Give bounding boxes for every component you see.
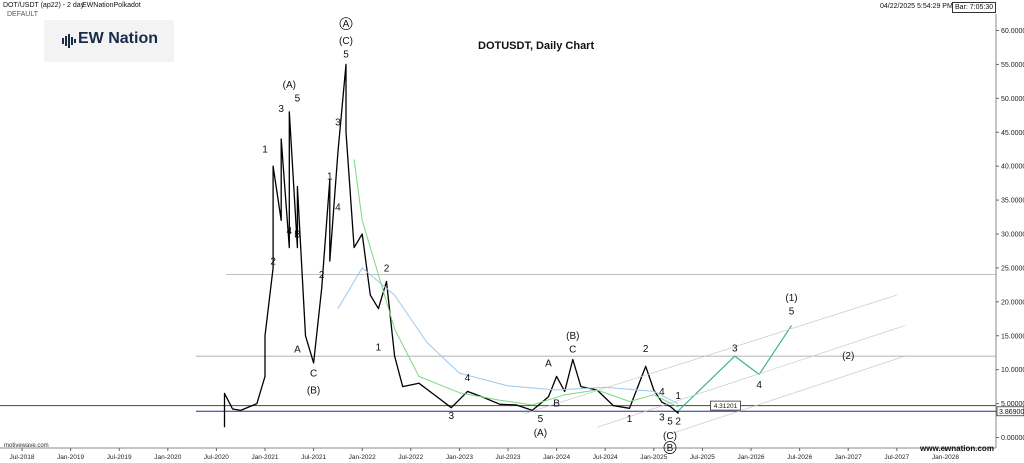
bar-timer: Bar: 7:05:30 [952,2,997,13]
wave-label: 2 [319,270,325,281]
wave-label: 5 [343,50,349,61]
wave-label: 4 [335,202,341,213]
wave-logo-icon [62,34,76,48]
wave-label: A [343,19,350,30]
logo-text: EW Nation [78,30,158,47]
wave-label: (2) [842,351,854,362]
y-tick-label: 45.00000 [1001,130,1024,137]
x-tick-label: Jan-2021 [251,454,278,461]
footer-website: www.ewnation.com [920,444,994,453]
wave-label: 4 [287,226,293,237]
wave-label: 5 [789,307,795,318]
chart-title: DOTUSDT, Daily Chart [478,40,595,52]
x-tick-label: Jul-2021 [301,454,326,461]
y-tick-label: 30.00000 [1001,232,1024,239]
wave-label: 1 [627,414,633,425]
wave-label: 1 [376,343,382,354]
current-price-box [996,406,1024,417]
y-tick-label: 20.00000 [1001,299,1024,306]
current-price-label: 3.86900 [999,409,1024,416]
x-tick-label: Jul-2024 [593,454,618,461]
ma_green-series-line [353,159,679,408]
wave-label: C [569,345,576,356]
y-tick-label: 35.00000 [1001,198,1024,205]
y-tick-label: 40.00000 [1001,164,1024,171]
y-tick-label: 50.00000 [1001,96,1024,103]
x-tick-label: Jan-2024 [543,454,570,461]
wave-label: B [553,398,560,409]
wave-label: 2 [643,344,649,355]
x-tick-label: Jan-2028 [932,454,959,461]
y-tick-label: 55.00000 [1001,62,1024,69]
level-value-label: 4.31201 [714,403,738,410]
wave-label: 5 [295,94,301,105]
wave-label: A [294,345,301,356]
wave-label: (1) [785,293,797,304]
y-tick-label: 10.00000 [1001,367,1024,374]
level-value-box [710,400,741,411]
x-tick-label: Jul-2022 [398,454,423,461]
wave-label: B [294,229,301,240]
ma_blue-series-line [337,267,679,405]
wave-label: B [667,443,674,454]
datetime-label: 04/22/2025 5:54:29 PM [880,3,953,10]
wave-circle-marker [663,441,677,454]
y-tick-label: 25.00000 [1001,265,1024,272]
x-tick-label: Jul-2027 [884,454,909,461]
x-tick-label: Jul-2018 [10,454,35,461]
footer-source: motivewave.com [4,443,49,449]
wave-label: 2 [384,263,390,274]
channel-series-line [669,355,906,435]
wave-label: 4 [465,373,471,384]
channel-series-line [596,325,906,428]
x-tick-label: Jul-2019 [107,454,132,461]
wave-label: 2 [675,417,681,428]
wave-label: 3 [659,413,665,424]
wave-label: 1 [675,391,681,402]
wave-label: 2 [270,257,276,268]
projection-series-line [677,325,792,412]
x-tick-label: Jan-2019 [57,454,84,461]
x-tick-label: Jan-2025 [640,454,667,461]
x-tick-label: Jan-2020 [154,454,181,461]
wave-label: (C) [663,431,677,442]
wave-label: (A) [283,80,296,91]
wave-label: 1 [262,145,268,156]
wave-label: (A) [534,428,547,439]
wave-label: 3 [278,104,284,115]
y-tick-label: 0.00000 [1001,435,1024,442]
channel-series-line [524,294,897,415]
wave-label: 5 [667,417,673,428]
symbol-label: DOT/USDT (ap22) - 2 day [3,2,85,9]
x-tick-label: Jan-2022 [349,454,376,461]
wave-label: (B) [307,385,320,396]
wave-label: (C) [339,36,353,47]
wave-label: 3 [449,411,455,422]
wave-circle-marker [339,17,353,31]
wave-label: C [310,368,317,379]
template-label: DEFAULT [7,11,38,18]
wave-label: 4 [756,380,762,391]
y-tick-label: 5.00000 [1001,401,1024,408]
x-tick-label: Jan-2023 [446,454,473,461]
x-tick-label: Jan-2027 [835,454,862,461]
wave-label: 4 [659,387,665,398]
x-tick-label: Jul-2023 [496,454,521,461]
x-tick-label: Jul-2025 [690,454,715,461]
wave-label: 1 [327,172,333,183]
y-tick-label: 60.00000 [1001,28,1024,35]
wave-label: 5 [538,414,544,425]
wave-label: 3 [335,117,341,128]
x-tick-label: Jul-2026 [787,454,812,461]
author-label: EWNationPolkadot [82,2,141,9]
wave-label: A [545,358,552,369]
wave-label: 3 [732,343,738,354]
y-tick-label: 15.00000 [1001,333,1024,340]
price-series-line [223,63,679,428]
x-tick-label: Jan-2026 [737,454,764,461]
wave-label: (B) [566,331,579,342]
x-tick-label: Jul-2020 [204,454,229,461]
